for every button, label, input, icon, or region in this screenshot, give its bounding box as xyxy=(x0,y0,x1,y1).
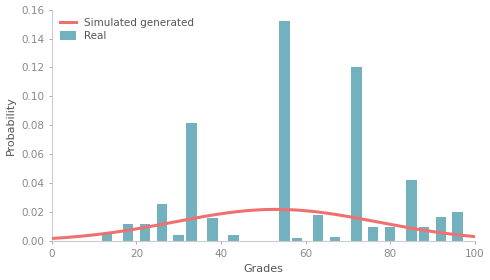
Bar xyxy=(228,235,239,241)
Bar xyxy=(207,218,218,241)
Simulated generated xyxy=(472,235,478,238)
Legend: Simulated generated, Real: Simulated generated, Real xyxy=(57,15,197,44)
Bar xyxy=(173,235,184,241)
Bar xyxy=(418,227,429,241)
Simulated generated xyxy=(278,208,284,211)
Bar xyxy=(186,123,196,241)
X-axis label: Grades: Grades xyxy=(244,264,283,274)
Y-axis label: Probability: Probability xyxy=(5,96,16,155)
Bar xyxy=(122,224,133,241)
Bar xyxy=(385,227,395,241)
Line: Simulated generated: Simulated generated xyxy=(52,209,475,239)
Bar xyxy=(330,237,341,241)
Bar xyxy=(140,224,150,241)
Simulated generated xyxy=(396,224,402,228)
Bar xyxy=(452,212,463,241)
Bar xyxy=(313,215,323,241)
Simulated generated xyxy=(272,208,278,211)
Bar xyxy=(406,180,416,241)
Bar xyxy=(156,204,167,241)
Simulated generated xyxy=(463,234,468,237)
Bar xyxy=(101,234,112,241)
Simulated generated xyxy=(252,208,258,212)
Bar xyxy=(368,227,378,241)
Simulated generated xyxy=(301,209,307,212)
Bar xyxy=(436,217,446,241)
Bar xyxy=(351,67,362,241)
Bar xyxy=(292,238,302,241)
Simulated generated xyxy=(250,209,256,212)
Simulated generated xyxy=(49,237,55,240)
Bar xyxy=(279,21,290,241)
